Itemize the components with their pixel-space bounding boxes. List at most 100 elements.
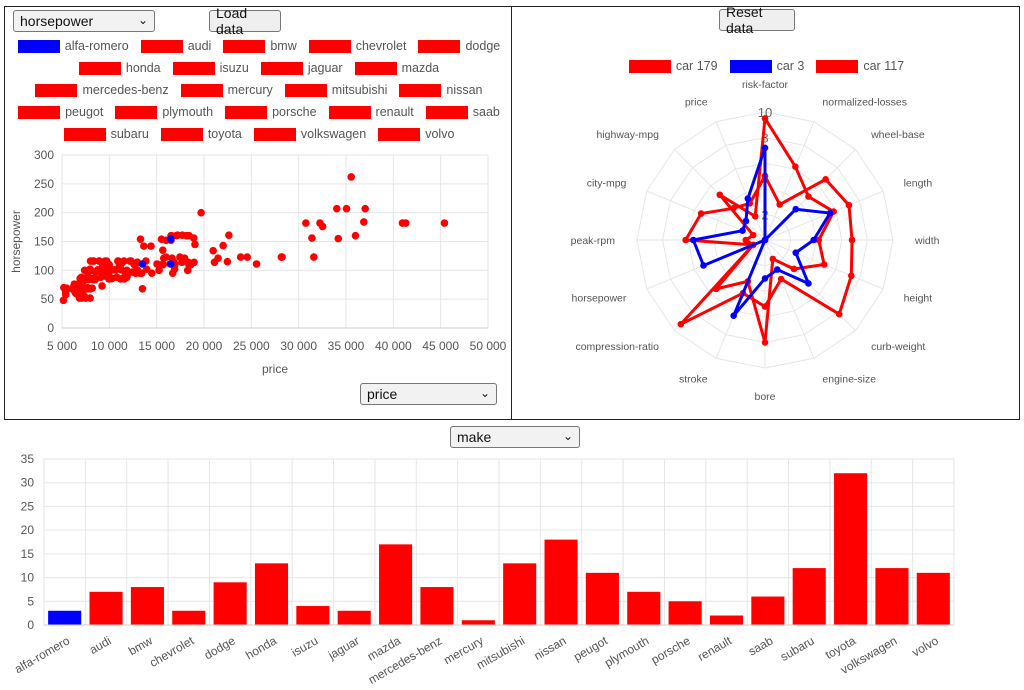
bar-toyota[interactable] xyxy=(834,473,868,625)
scatter-point[interactable] xyxy=(310,253,318,261)
scatter-point[interactable] xyxy=(334,234,343,243)
scatter-point[interactable] xyxy=(351,231,360,240)
scatter-point[interactable] xyxy=(117,265,125,274)
scatter-legend-item[interactable]: mercedes-benz xyxy=(35,82,169,98)
scatter-point[interactable] xyxy=(361,204,369,213)
bar-volvo[interactable] xyxy=(916,572,950,625)
scatter-point[interactable] xyxy=(302,219,310,227)
radar-point[interactable] xyxy=(716,191,724,199)
scatter-point[interactable] xyxy=(219,241,227,250)
radar-point[interactable] xyxy=(712,285,720,293)
bar-peugot[interactable] xyxy=(585,572,619,625)
bar-jaguar[interactable] xyxy=(337,610,371,625)
scatter-point[interactable] xyxy=(191,240,199,249)
scatter-legend-item[interactable]: honda xyxy=(78,60,161,76)
scatter-point[interactable] xyxy=(158,246,167,254)
scatter-legend-item[interactable]: volvo xyxy=(378,126,454,142)
bar-mercury[interactable] xyxy=(461,620,495,625)
scatter-point[interactable] xyxy=(159,260,167,269)
radar-point[interactable] xyxy=(761,275,769,282)
radar-point[interactable] xyxy=(742,236,750,244)
scatter-point[interactable] xyxy=(236,253,245,261)
bar-mazda[interactable] xyxy=(379,544,413,625)
bar-alfa-romero[interactable] xyxy=(48,610,82,625)
radar-point[interactable] xyxy=(805,280,812,287)
scatter-legend-item[interactable]: volkswagen xyxy=(253,126,366,142)
radar-point[interactable] xyxy=(776,201,783,208)
scatter-legend-item[interactable]: mitsubishi xyxy=(284,82,387,98)
scatter-point[interactable] xyxy=(138,284,147,293)
scatter-point[interactable] xyxy=(252,260,261,268)
bar-nissan[interactable] xyxy=(544,539,578,625)
scatter-point[interactable] xyxy=(278,253,286,261)
scatter-point[interactable] xyxy=(308,234,316,242)
radar-point[interactable] xyxy=(677,320,685,328)
scatter-point[interactable] xyxy=(140,242,148,250)
scatter-point[interactable] xyxy=(155,266,163,275)
scatter-point[interactable] xyxy=(61,290,70,299)
scatter-legend-item[interactable]: mercury xyxy=(180,82,273,98)
radar-point[interactable] xyxy=(744,195,752,202)
radar-point[interactable] xyxy=(690,236,697,244)
radar-point[interactable] xyxy=(815,236,823,244)
scatter-point[interactable] xyxy=(120,257,128,265)
scatter-legend-item[interactable]: bmw xyxy=(223,38,297,54)
scatter-point[interactable] xyxy=(89,257,98,265)
bar-saab[interactable] xyxy=(751,596,785,625)
bar-audi[interactable] xyxy=(89,591,123,625)
scatter-point[interactable] xyxy=(209,246,217,255)
bar-chevrolet[interactable] xyxy=(172,610,206,625)
radar-point[interactable] xyxy=(730,312,737,319)
scatter-point[interactable] xyxy=(342,204,351,213)
scatter-point[interactable] xyxy=(359,218,368,226)
radar-point[interactable] xyxy=(773,266,781,273)
radar-point[interactable] xyxy=(761,115,769,122)
radar-legend-item[interactable]: car 117 xyxy=(816,58,904,74)
scatter-point[interactable] xyxy=(147,242,155,250)
radar-point[interactable] xyxy=(761,144,769,152)
radar-legend-item[interactable]: car 3 xyxy=(729,58,804,74)
radar-point[interactable] xyxy=(761,303,769,310)
y-axis-select[interactable]: horsepower ⌄ xyxy=(13,10,155,32)
scatter-legend-item[interactable]: toyota xyxy=(160,126,242,142)
radar-point[interactable] xyxy=(810,236,817,244)
radar-point[interactable] xyxy=(739,227,746,234)
scatter-point[interactable] xyxy=(136,235,145,243)
scatter-point[interactable] xyxy=(332,204,341,213)
radar-point[interactable] xyxy=(848,272,855,280)
scatter-point[interactable] xyxy=(86,294,94,302)
scatter-legend-item[interactable]: subaru xyxy=(63,126,149,142)
radar-point[interactable] xyxy=(697,210,705,217)
scatter-legend-item[interactable]: audi xyxy=(140,38,211,54)
scatter-point[interactable] xyxy=(214,254,222,263)
radar-point[interactable] xyxy=(826,209,834,217)
bar-porsche[interactable] xyxy=(668,601,702,625)
scatter-point[interactable] xyxy=(197,208,205,217)
scatter-legend-item[interactable]: plymouth xyxy=(115,104,213,120)
bar-renault[interactable] xyxy=(709,615,744,625)
scatter-point[interactable] xyxy=(142,265,151,273)
scatter-point[interactable] xyxy=(167,235,175,243)
scatter-point[interactable] xyxy=(347,173,356,181)
radar-point[interactable] xyxy=(792,163,799,170)
scatter-point[interactable] xyxy=(98,282,106,290)
radar-point[interactable] xyxy=(820,261,828,268)
radar-point[interactable] xyxy=(805,193,812,200)
radar-point[interactable] xyxy=(845,201,853,209)
bar-volkswagen[interactable] xyxy=(875,568,909,625)
bar-bmw[interactable] xyxy=(130,587,164,625)
scatter-legend-item[interactable]: mazda xyxy=(354,60,439,76)
radar-point[interactable] xyxy=(769,255,777,263)
scatter-point[interactable] xyxy=(162,253,170,261)
scatter-point[interactable] xyxy=(318,222,327,231)
scatter-legend-item[interactable]: jaguar xyxy=(260,60,343,76)
radar-point[interactable] xyxy=(777,275,785,283)
bar-honda[interactable] xyxy=(254,563,289,625)
radar-point[interactable] xyxy=(848,236,856,244)
scatter-point[interactable] xyxy=(59,296,68,305)
scatter-legend-item[interactable]: porsche xyxy=(225,104,317,120)
radar-point[interactable] xyxy=(751,213,759,220)
scatter-point[interactable] xyxy=(225,231,233,239)
scatter-point[interactable] xyxy=(148,269,156,278)
scatter-point[interactable] xyxy=(137,269,146,278)
